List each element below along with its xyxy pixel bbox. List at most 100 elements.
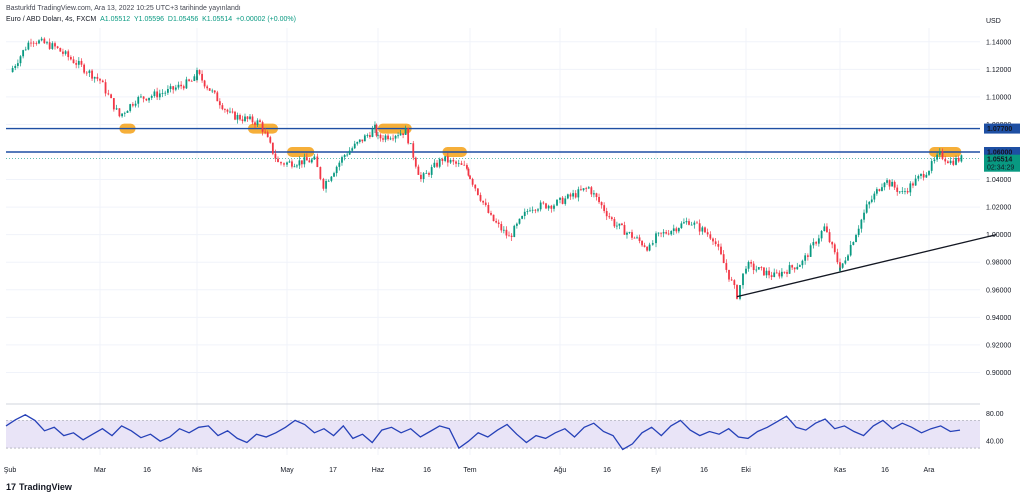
candle-body	[75, 63, 78, 65]
candle-body	[796, 266, 799, 270]
y-tick-label: 1.02000	[986, 205, 1011, 212]
candle-body	[898, 191, 901, 193]
candle-body	[860, 219, 863, 229]
y-tick-label: 1.00000	[986, 232, 1011, 239]
candle-body	[823, 226, 826, 232]
candle-body	[791, 265, 794, 268]
low-value: D1.05456	[167, 16, 199, 23]
y-tick-label: 0.92000	[986, 342, 1011, 349]
candle-body	[529, 210, 531, 212]
candle-body	[190, 80, 193, 82]
x-tick-label: 16	[143, 467, 151, 474]
candle-body	[502, 229, 505, 231]
candle-body	[343, 155, 346, 158]
rsi-tick-label: 80.00	[986, 411, 1004, 418]
candle-body	[944, 159, 947, 162]
candle-body	[865, 204, 868, 213]
candle-body	[277, 158, 279, 163]
candle-body	[196, 70, 198, 79]
candle-body	[463, 164, 466, 166]
candle-body	[801, 260, 804, 266]
candle-body	[126, 110, 129, 113]
candle-body	[773, 272, 776, 277]
candle-body	[211, 90, 214, 92]
candle-body	[706, 232, 709, 235]
candle-body	[849, 244, 852, 256]
candle-body	[709, 234, 712, 239]
candle-body	[169, 86, 172, 90]
candle-body	[471, 178, 474, 185]
candle-body	[655, 233, 657, 244]
candle-body	[221, 105, 224, 110]
tradingview-brand[interactable]: 17 TradingView	[6, 482, 72, 492]
candle-body	[476, 188, 479, 195]
candle-body	[327, 180, 330, 182]
candle-body	[572, 193, 574, 197]
symbol-name[interactable]: Euro / ABD Doları, 4s, FXCM	[6, 16, 97, 23]
candle-body	[43, 38, 46, 44]
candle-body	[747, 262, 750, 269]
candle-body	[274, 153, 277, 159]
candle-body	[310, 159, 313, 163]
candle-body	[333, 173, 335, 177]
candle-body	[115, 108, 118, 110]
candle-body	[500, 224, 503, 231]
candle-body	[809, 245, 812, 257]
candle-body	[717, 244, 720, 247]
candle-body	[16, 63, 19, 66]
candle-body	[798, 265, 801, 267]
candle-body	[158, 93, 161, 98]
level-price-label: 1.06000	[987, 150, 1012, 157]
candle-body	[348, 150, 351, 155]
candle-body	[828, 232, 831, 243]
candle-body	[467, 168, 470, 176]
candle-body	[636, 237, 638, 239]
candle-body	[730, 279, 733, 281]
candle-body	[685, 221, 688, 223]
candle-body	[566, 194, 569, 199]
candle-body	[698, 223, 701, 232]
x-tick-label: Nis	[192, 467, 203, 474]
candle-body	[249, 116, 251, 119]
candle-body	[733, 280, 736, 286]
candle-body	[35, 43, 38, 44]
y-tick-label: 1.12000	[986, 67, 1011, 74]
candle-body	[229, 111, 231, 113]
candle-body	[836, 252, 839, 263]
candle-body	[444, 156, 447, 161]
candle-body	[142, 96, 145, 99]
candle-body	[531, 209, 534, 211]
candle-body	[460, 163, 463, 165]
candle-body	[804, 255, 807, 261]
candle-body	[598, 196, 600, 203]
candle-body	[847, 255, 849, 261]
candle-body	[351, 148, 354, 151]
candle-body	[768, 270, 770, 276]
currency-label: USD	[986, 18, 1001, 25]
candle-body	[704, 227, 706, 233]
x-tick-label: Şub	[4, 467, 17, 474]
candle-body	[479, 194, 482, 201]
candle-body	[783, 271, 786, 273]
candle-body	[366, 135, 369, 136]
candle-body	[449, 159, 452, 163]
candle-body	[123, 112, 126, 114]
candle-body	[99, 78, 101, 81]
rsi-band	[6, 420, 980, 449]
candle-body	[844, 260, 847, 264]
candle-body	[131, 104, 134, 106]
candle-body	[30, 42, 32, 44]
candle-body	[110, 94, 112, 99]
candle-body	[107, 93, 110, 95]
candle-body	[316, 156, 319, 168]
candle-body	[313, 156, 316, 160]
candle-body	[947, 161, 949, 164]
candle-body	[308, 160, 311, 163]
candle-body	[949, 160, 952, 164]
candle-body	[600, 202, 603, 206]
candle-body	[922, 173, 925, 178]
candle-body	[657, 232, 660, 234]
candle-body	[492, 214, 495, 222]
candle-body	[182, 86, 185, 89]
